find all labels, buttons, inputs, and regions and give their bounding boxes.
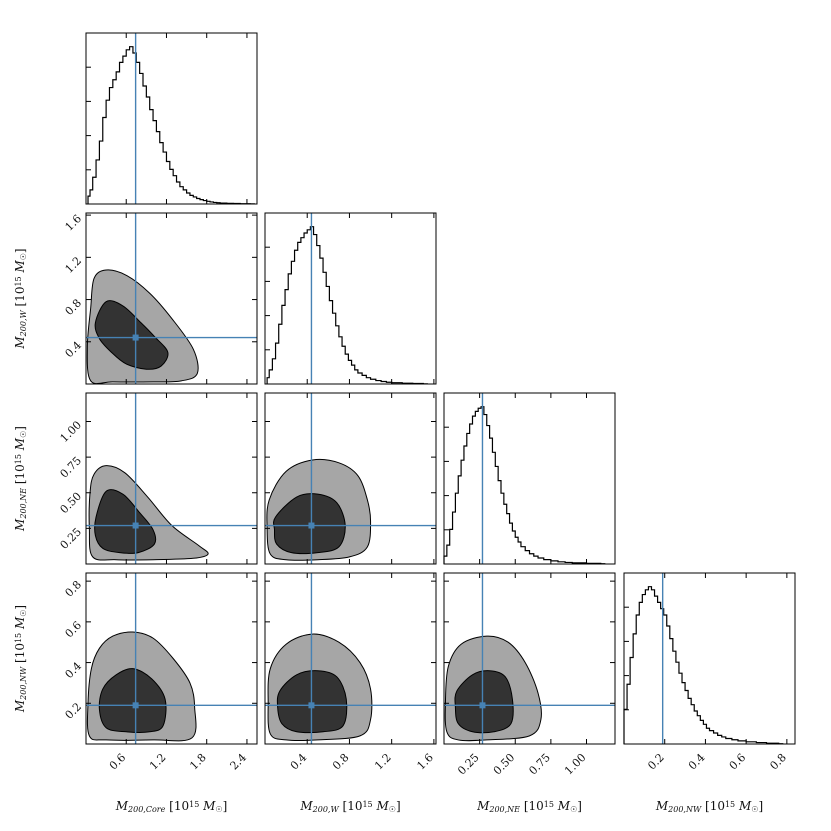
truth-marker-core-nw [132,702,139,709]
panel-bg [86,33,257,204]
y-tick-label-w: 1.2 [63,254,85,276]
y-tick-label-nw: 0.4 [63,660,85,682]
truth-marker-w-nw [308,702,315,709]
contour-panel-core-w: 0.4 0.8 1.2 1.6 [63,212,258,385]
x-tick-label-nw: 0.6 [727,751,749,773]
histogram-panel-core [85,32,258,205]
x-tick-label-core: 2.4 [227,751,249,773]
contour-layer [86,213,257,384]
truth-marker-w-ne [308,522,315,529]
panel-frame [443,392,616,565]
y-tick-label-ne: 0.25 [58,525,85,552]
contour-inner-ne-nw [454,670,514,734]
x-axis-label-nw: M200,NW [1015 M☉] [655,799,763,814]
x-tick-label-w: 0.8 [330,751,352,773]
panel-frame [85,572,258,745]
x-tick-label-w: 0.4 [288,751,310,773]
x-tick-label-ne: 0.50 [491,751,518,778]
histogram-panel-ne [443,392,616,565]
panel-frame [85,32,258,205]
x-tick-label-nw: 0.2 [645,751,667,773]
x-tick-label-w: 1.2 [372,751,394,773]
y-tick-label-nw: 0.8 [63,578,85,600]
y-tick-label-ne: 0.75 [58,454,85,481]
y-tick-label-nw: 0.6 [63,619,85,641]
panel-frame [85,212,258,385]
histogram-panel-w [264,212,437,385]
histogram-panel-nw: 0.2 0.4 0.6 0.8 [623,572,796,773]
y-axis-label-nw: M200,NW [1015 M☉] [13,605,28,713]
x-tick-label-core: 1.2 [147,751,169,773]
contour-panel-core-nw: 0.6 1.2 1.8 2.4 0.2 0.4 0.6 0.8 [63,572,258,773]
panel-frame [264,572,437,745]
y-axis-label-w: M200,W [1015 M☉] [13,248,28,349]
x-axis-label-w: M200,W [1015 M☉] [299,799,400,814]
panel-frame [623,572,796,745]
y-tick-label-w: 1.6 [63,212,85,234]
histogram-ne [443,406,606,565]
y-tick-label-nw: 0.2 [63,700,85,722]
panel-frame [85,392,258,565]
y-axis-label-ne: M200,NE [1015 M☉] [13,426,28,532]
panel-frame [443,572,616,745]
contour-panel-ne-nw: 0.25 0.50 0.75 1.00 [443,572,616,778]
histogram-nw [623,586,784,745]
x-tick-label-ne: 0.25 [455,751,482,778]
x-tick-label-nw: 0.4 [686,751,708,773]
contour-inner-core-w [94,300,169,370]
histogram-w [266,226,428,385]
contour-layer [265,573,436,744]
contour-panel-w-ne [264,392,437,565]
panel-bg [624,573,795,744]
contour-inner-core-ne [94,489,157,554]
contour-panel-w-nw: 0.4 0.8 1.2 1.6 [264,572,437,773]
y-tick-label-ne: 1.00 [58,418,85,445]
y-tick-label-w: 0.4 [63,339,85,361]
contour-layer [86,393,257,564]
contour-layer [265,393,436,564]
x-tick-label-core: 1.8 [187,751,209,773]
y-tick-label-w: 0.8 [63,296,85,318]
x-tick-label-core: 0.6 [107,751,129,773]
panel-bg [265,213,436,384]
x-tick-label-ne: 0.75 [526,751,553,778]
y-tick-label-ne: 0.50 [58,490,85,517]
truth-marker-core-w [132,334,139,341]
panel-frame [264,212,437,385]
x-axis-label-ne: M200,NE [1015 M☉] [476,799,582,814]
x-tick-label-nw: 0.8 [767,751,789,773]
x-tick-label-ne: 1.00 [562,751,589,778]
contour-layer [444,573,615,744]
x-tick-label-w: 1.6 [414,751,436,773]
truth-marker-ne-nw [479,702,486,709]
contour-layer [86,573,257,744]
truth-marker-core-ne [132,522,139,529]
panel-frame [264,392,437,565]
contour-panel-core-ne: 0.25 0.50 0.75 1.00 [58,392,258,565]
histogram-core [87,46,255,205]
x-axis-label-core: M200,Core [1015 M☉] [115,799,228,814]
panel-bg [444,393,615,564]
contour-inner-core-nw [98,668,167,733]
